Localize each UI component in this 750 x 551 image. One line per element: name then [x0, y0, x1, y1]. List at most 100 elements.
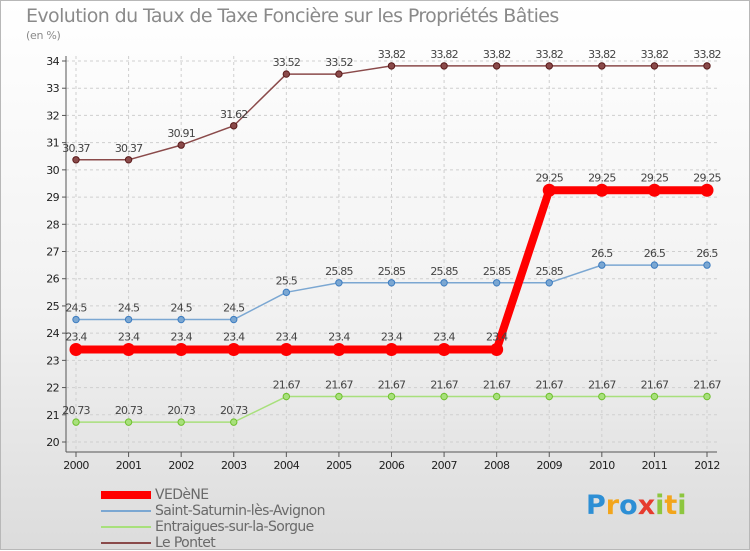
y-tick-label: 21 [46, 409, 59, 422]
logo-letter: r [605, 490, 620, 521]
data-point [703, 392, 711, 401]
data-point [545, 62, 553, 70]
data-point [177, 141, 185, 149]
data-point [598, 261, 606, 269]
y-tick-label: 24 [46, 327, 59, 340]
data-point [542, 183, 556, 197]
legend-swatch [101, 526, 151, 528]
x-tick-label: 2003 [221, 459, 247, 472]
data-labels: 23.4 23.4 23.4 23.4 23.4 23.4 23.4 23.4 23.4 29.2… [62, 48, 722, 417]
x-tick-label: 2005 [326, 459, 352, 472]
x-tick-label: 2008 [484, 459, 510, 472]
data-point [177, 315, 185, 324]
y-tick-label: 25 [46, 300, 59, 313]
y-unit-label: (en %) [26, 29, 61, 42]
y-tick-label: 33 [46, 82, 59, 95]
data-point [124, 156, 133, 164]
data-point [437, 342, 451, 356]
y-tick-label: 22 [46, 382, 59, 395]
data-label: 24.5 [65, 302, 87, 315]
x-tick-label: 2002 [168, 459, 194, 472]
data-point [385, 342, 398, 356]
data-label: 23.4 [65, 330, 87, 343]
data-point [227, 342, 241, 356]
data-label: 21.67 [325, 379, 353, 392]
y-tick-label: 28 [46, 218, 59, 231]
data-point [545, 279, 553, 287]
legend-label: Entraigues-sur-la-Sorgue [155, 519, 314, 535]
logo-letter: t [664, 490, 678, 521]
y-tick-label: 34 [46, 55, 59, 68]
y-tick-label: 29 [46, 191, 59, 204]
data-label: 33.82 [588, 48, 616, 61]
data-label: 23.4 [118, 330, 140, 343]
data-label: 25.5 [276, 274, 298, 287]
data-point [387, 392, 396, 401]
data-point [492, 279, 501, 287]
data-label: 29.25 [588, 171, 616, 184]
data-label: 25.85 [430, 265, 458, 278]
x-tick-label: 2010 [589, 459, 615, 472]
data-label: 25.85 [483, 265, 511, 278]
legend-swatch [101, 542, 151, 544]
x-tick-label: 2012 [694, 459, 720, 472]
data-label: 23.4 [433, 330, 455, 343]
data-point [124, 418, 133, 426]
data-point [440, 62, 448, 70]
logo-letter: o [619, 490, 638, 521]
data-label: 21.67 [588, 379, 616, 392]
data-label: 21.67 [693, 379, 721, 392]
x-tick-label: 2000 [63, 459, 89, 472]
chart-title: Evolution du Taux de Taxe Foncière sur l… [26, 5, 559, 27]
x-tick-labels: 2000 2001 2002 2003 2004 2005 2006 2007 2008 2009… [63, 459, 720, 472]
data-point [700, 183, 714, 197]
data-label: 23.4 [486, 330, 508, 343]
data-label: 20.73 [167, 404, 195, 417]
data-point [335, 392, 343, 401]
data-label: 33.52 [273, 56, 301, 69]
data-label: 21.67 [641, 379, 669, 392]
data-label: 23.4 [223, 330, 245, 343]
data-point [440, 279, 448, 287]
data-point [335, 70, 343, 78]
data-point [595, 183, 609, 197]
data-point [282, 288, 291, 297]
data-label: 33.82 [693, 48, 721, 61]
data-label: 24.5 [171, 302, 193, 315]
data-point [650, 392, 659, 401]
data-label: 26.5 [696, 247, 718, 260]
data-point [72, 418, 80, 426]
data-point [703, 261, 711, 269]
x-tick-label: 2009 [536, 459, 562, 472]
data-label: 33.82 [641, 48, 669, 61]
data-point [650, 261, 659, 269]
data-label: 21.67 [378, 379, 406, 392]
data-point [230, 315, 238, 324]
legend-swatch [101, 510, 151, 512]
data-label: 21.67 [483, 379, 511, 392]
legend-label: Saint-Saturnin-lès-Avignon [155, 503, 325, 519]
data-label: 26.5 [591, 247, 613, 260]
data-point [387, 279, 396, 287]
logo-letter: P [586, 490, 606, 521]
data-label: 30.91 [167, 127, 195, 140]
y-tick-label: 30 [46, 164, 59, 177]
data-point [335, 279, 343, 287]
y-tick-labels: 20 21 22 23 24 25 26 27 28 29 30 31 32 33 34 [46, 55, 60, 449]
data-point [230, 418, 238, 426]
y-tick-label: 23 [46, 354, 59, 367]
data-label: 20.73 [62, 404, 90, 417]
data-label: 33.82 [483, 48, 511, 61]
data-label: 23.4 [381, 330, 403, 343]
data-label: 30.37 [115, 142, 143, 155]
data-point [492, 392, 501, 401]
y-tick-label: 26 [46, 273, 59, 286]
legend: VEDèNE Saint-Saturnin-lès-Avignon Entraigu… [101, 487, 325, 551]
legend-item: Entraigues-sur-la-Sorgue [101, 519, 325, 535]
legend-item: Le Pontet [101, 535, 325, 551]
logo-letter: i [677, 490, 687, 521]
data-point [650, 62, 659, 70]
data-label: 21.67 [536, 379, 564, 392]
proxiti-logo: Proxiti [586, 490, 687, 521]
